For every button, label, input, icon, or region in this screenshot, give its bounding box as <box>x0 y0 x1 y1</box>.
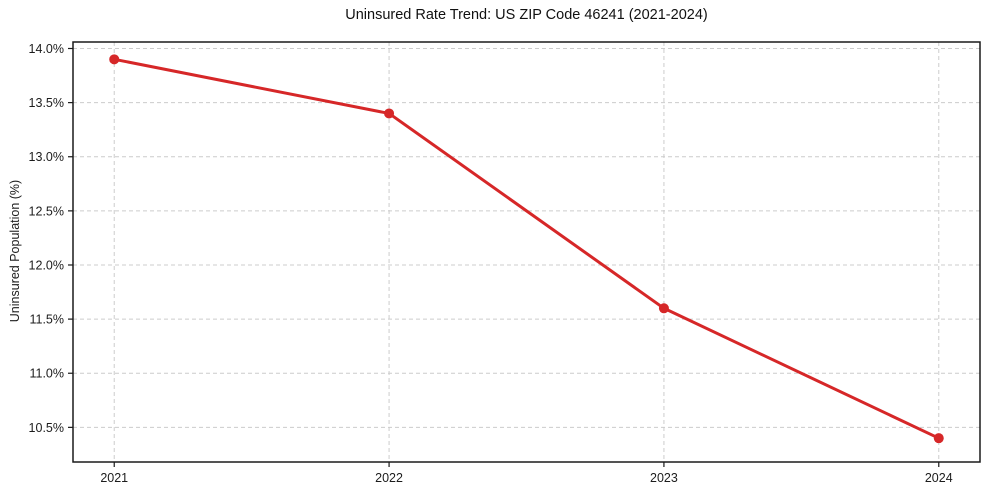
trend-line <box>112 57 941 440</box>
x-tick-label: 2023 <box>650 471 678 485</box>
y-tick-label: 13.0% <box>29 150 64 164</box>
y-tick-label: 13.5% <box>29 96 64 110</box>
data-point-marker <box>384 108 395 119</box>
axes-frame <box>72 41 981 463</box>
data-point-marker <box>933 433 944 444</box>
x-tick-label: 2021 <box>100 471 128 485</box>
data-point-marker <box>109 54 120 65</box>
y-tick-label: 12.5% <box>29 204 64 218</box>
x-tick-label: 2024 <box>925 471 953 485</box>
y-tick-label: 12.0% <box>29 258 64 272</box>
y-tick-label: 11.5% <box>29 313 64 327</box>
data-point-marker <box>658 303 669 314</box>
y-tick-label: 10.5% <box>29 421 64 435</box>
y-axis-label: Uninsured Population (%) <box>8 179 22 323</box>
x-tick-label: 2022 <box>375 471 403 485</box>
y-tick-label: 14.0% <box>29 42 64 56</box>
chart-title: Uninsured Rate Trend: US ZIP Code 46241 … <box>345 7 708 23</box>
y-tick-label: 11.0% <box>29 367 64 381</box>
